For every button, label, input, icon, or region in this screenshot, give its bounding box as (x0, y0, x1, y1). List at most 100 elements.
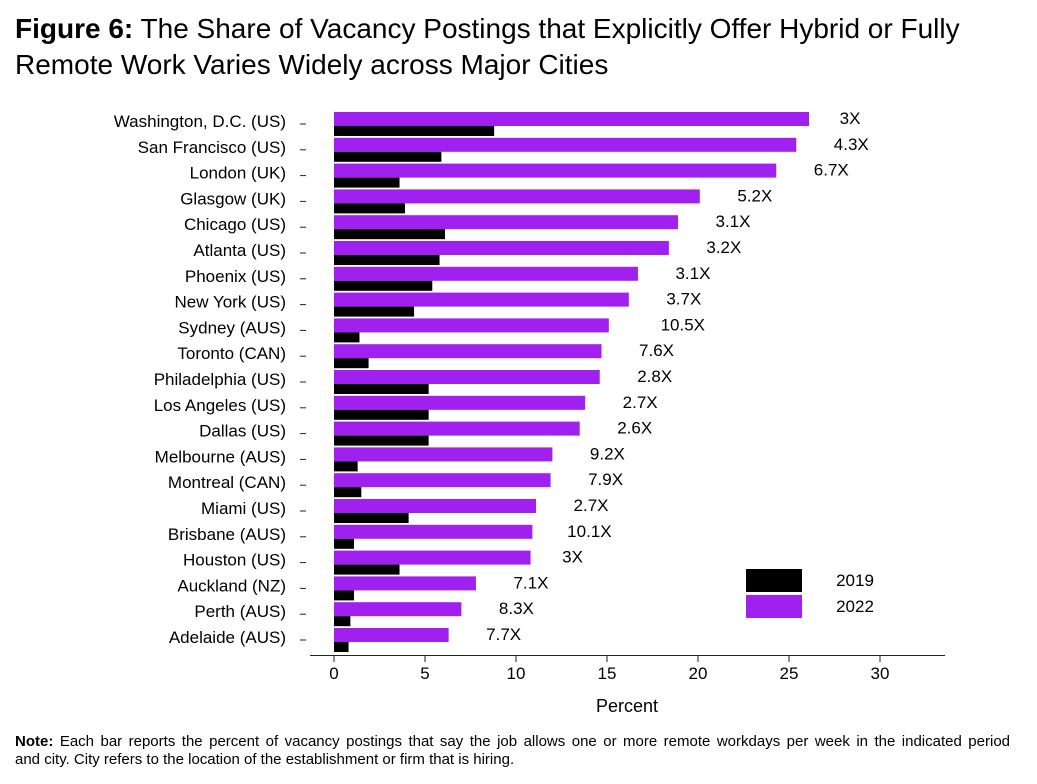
figure-title-line-2: Remote Work Varies Widely across Major C… (15, 47, 960, 83)
bar-2022-phoenix-us (334, 266, 638, 281)
bar-2019-phoenix-us (334, 280, 433, 291)
bar-2019-san-francisco-us (334, 151, 442, 162)
category-label-auckland-nz: Auckland (NZ) (177, 576, 286, 595)
ratio-label-sydney-aus: 10.5X (661, 315, 705, 334)
x-tick-label-20: 20 (689, 664, 708, 683)
ratio-label-los-angeles-us: 2.7X (623, 393, 658, 412)
bar-2019-miami-us (334, 513, 409, 523)
figure-note: Note: Each bar reports the percent of va… (15, 733, 1010, 769)
bar-2022-chicago-us (334, 215, 678, 230)
legend: 2019 2022 (746, 569, 874, 618)
ratio-label-toronto-can: 7.6X (639, 341, 674, 360)
note-line-2: and city. City refers to the location of… (15, 751, 515, 768)
category-label-sydney-aus: Sydney (AUS) (178, 318, 286, 337)
category-label-atlanta-us: Atlanta (US) (193, 241, 286, 260)
bar-2022-san-francisco-us (334, 137, 797, 152)
ratio-labels: 3X 4.3X 6.7X 5.2X 3.1X 3.2X 3.1X 3.7X 10.5X 7.6X 2… (486, 109, 869, 644)
category-label-brisbane-aus: Brisbane (AUS) (168, 525, 286, 544)
y-axis: Washington, D.C. (US) San Francisco (US) L… (114, 112, 306, 647)
ratio-label-london-uk: 6.7X (814, 161, 849, 180)
bar-2022-new-york-us (334, 292, 629, 307)
legend-swatch-2022 (746, 595, 802, 618)
bar-2022-perth-aus (334, 602, 462, 617)
x-tick-label-25: 25 (780, 664, 799, 683)
bar-2022-los-angeles-us (334, 395, 586, 410)
note-line-1: Note: Each bar reports the percent of va… (15, 733, 1010, 751)
category-label-perth-aus: Perth (AUS) (194, 602, 286, 621)
ratio-label-phoenix-us: 3.1X (675, 264, 710, 283)
bar-2019-auckland-nz (334, 590, 355, 601)
category-label-philadelphia-us: Philadelphia (US) (154, 370, 286, 389)
category-label-los-angeles-us: Los Angeles (US) (154, 396, 286, 415)
x-tick-label-15: 15 (598, 664, 617, 683)
bar-2022-toronto-can (334, 344, 602, 359)
bar-2019-chicago-us (334, 229, 446, 240)
bar-2022-melbourne-aus (334, 447, 553, 462)
category-label-adelaide-aus: Adelaide (AUS) (169, 628, 286, 647)
legend-swatch-2019 (746, 569, 802, 592)
category-label-san-francisco-us: San Francisco (US) (138, 138, 286, 157)
figure-title-text-line-1: The Share of Vacancy Postings that Expli… (140, 13, 960, 44)
bar-2022-auckland-nz (334, 576, 476, 591)
x-axis: 0 5 10 15 20 25 30 Percent (310, 655, 945, 716)
bar-2019-montreal-can (334, 487, 362, 498)
note-text-line-1: Each bar reports the percent of vacancy … (59, 733, 1011, 750)
bar-2019-london-uk (334, 177, 400, 188)
bar-2019-toronto-can (334, 358, 369, 369)
legend-label-2022: 2022 (836, 597, 874, 616)
category-label-dallas-us: Dallas (US) (199, 422, 286, 441)
bar-2019-sydney-aus (334, 332, 360, 343)
x-tick-label-0: 0 (329, 664, 338, 683)
note-label: Note: (15, 733, 54, 750)
x-tick-label-30: 30 (871, 664, 890, 683)
ratio-label-atlanta-us: 3.2X (706, 238, 741, 257)
figure-title-text-line-2: Remote Work Varies Widely across Major C… (15, 49, 609, 80)
ratio-label-san-francisco-us: 4.3X (834, 135, 869, 154)
ratio-label-glasgow-uk: 5.2X (737, 186, 772, 205)
bar-2019-washington-d-c-us (334, 126, 495, 136)
bar-2019-perth-aus (334, 616, 351, 627)
bar-2022-philadelphia-us (334, 370, 600, 384)
ratio-label-washington-d-c-us: 3X (840, 109, 861, 128)
bar-2022-montreal-can (334, 473, 551, 488)
bar-2019-brisbane-aus (334, 538, 355, 549)
bar-2019-houston-us (334, 564, 400, 575)
bar-2022-london-uk (334, 163, 777, 178)
bar-2022-sydney-aus (334, 318, 609, 333)
bar-2019-glasgow-uk (334, 203, 405, 214)
ratio-label-dallas-us: 2.6X (617, 419, 652, 438)
figure-number: Figure 6: (15, 13, 134, 44)
figure-title-line-1: Figure 6: The Share of Vacancy Postings … (15, 11, 960, 47)
ratio-label-auckland-nz: 7.1X (513, 573, 548, 592)
figure-title: Figure 6: The Share of Vacancy Postings … (15, 11, 960, 83)
ratio-label-miami-us: 2.7X (574, 496, 609, 515)
bar-2022-adelaide-aus (334, 628, 449, 642)
bar-2022-washington-d-c-us (334, 112, 810, 126)
ratio-label-perth-aus: 8.3X (499, 599, 534, 618)
category-label-chicago-us: Chicago (US) (184, 215, 286, 234)
ratio-label-chicago-us: 3.1X (715, 212, 750, 231)
category-label-london-uk: London (UK) (190, 164, 286, 183)
ratio-label-houston-us: 3X (562, 548, 583, 567)
bar-2022-atlanta-us (334, 241, 669, 255)
bar-2022-miami-us (334, 499, 537, 513)
category-label-glasgow-uk: Glasgow (UK) (180, 189, 286, 208)
x-axis-title: Percent (596, 696, 658, 716)
category-label-miami-us: Miami (US) (201, 499, 286, 518)
bar-2019-melbourne-aus (334, 461, 358, 472)
category-label-phoenix-us: Phoenix (US) (185, 267, 286, 286)
ratio-label-philadelphia-us: 2.8X (637, 367, 672, 386)
x-tick-label-10: 10 (507, 664, 526, 683)
bar-2019-atlanta-us (334, 255, 440, 265)
ratio-label-adelaide-aus: 7.7X (486, 625, 521, 644)
bar-2022-houston-us (334, 550, 531, 565)
bars (334, 112, 810, 652)
legend-label-2019: 2019 (836, 571, 874, 590)
category-label-houston-us: Houston (US) (183, 551, 286, 570)
bar-2019-new-york-us (334, 306, 415, 317)
category-label-montreal-can: Montreal (CAN) (168, 473, 286, 492)
bar-2019-los-angeles-us (334, 409, 429, 420)
x-tick-label-5: 5 (420, 664, 429, 683)
category-label-toronto-can: Toronto (CAN) (177, 344, 286, 363)
